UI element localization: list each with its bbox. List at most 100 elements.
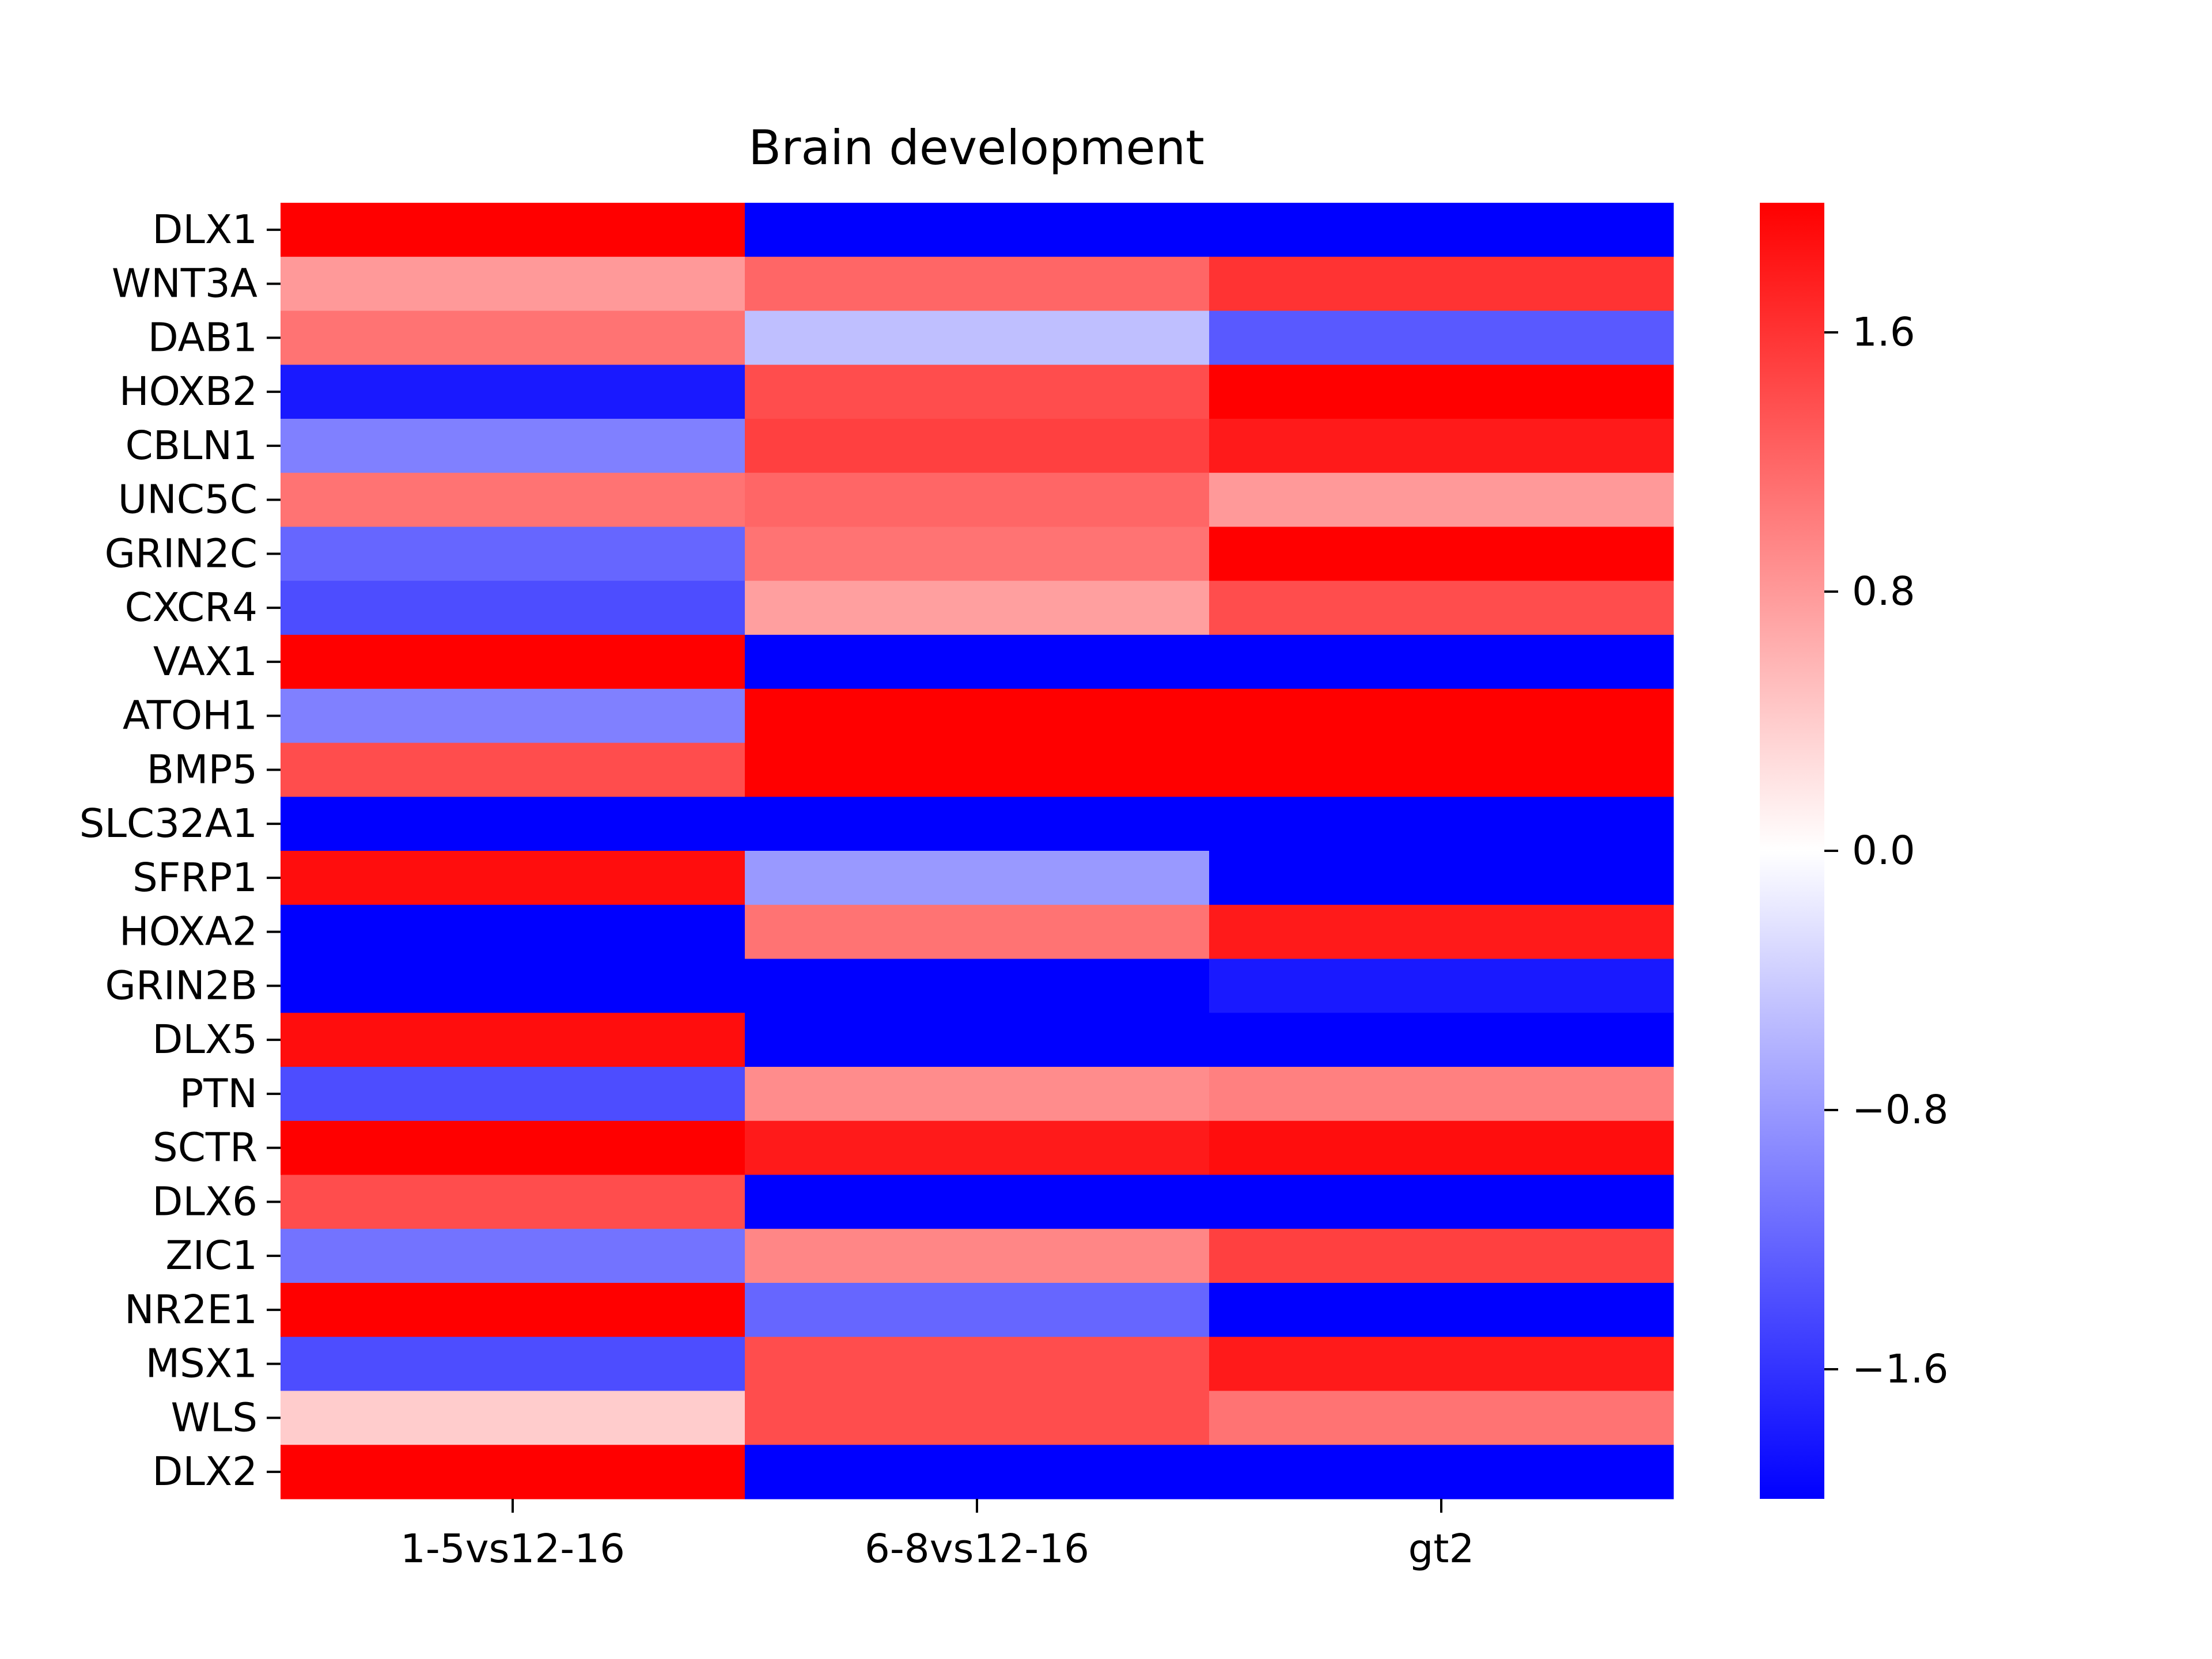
heatmap-cell-dab1-1	[281, 310, 745, 365]
heatmap-cell-nr2e1-3	[1209, 1283, 1674, 1338]
heatmap-cell-grin2c-2	[745, 527, 1210, 581]
chart-title: Brain development	[748, 120, 1205, 176]
colorbar-tick-label: 1.6	[1852, 309, 1915, 355]
heatmap-cell-wnt3a-2	[745, 256, 1210, 312]
heatmap-cell-cbln1-2	[745, 419, 1210, 474]
heatmap-cell-unc5c-2	[745, 472, 1210, 528]
row-label-hoxa2: HOXA2	[119, 909, 257, 955]
heatmap-cell-dlx2-1	[281, 1445, 745, 1499]
heatmap-cell-dlx5-3	[1209, 1013, 1674, 1067]
heatmap-cell-dlx5-2	[745, 1013, 1210, 1067]
row-label-ptn: PTN	[180, 1071, 257, 1117]
heatmap-cell-dlx1-1	[281, 203, 745, 257]
row-label-cbln1: CBLN1	[126, 423, 257, 469]
heatmap-cell-nr2e1-1	[281, 1283, 745, 1338]
heatmap-cell-dlx6-3	[1209, 1175, 1674, 1229]
row-label-hoxb2: HOXB2	[119, 369, 257, 415]
heatmap-cell-unc5c-3	[1209, 472, 1674, 528]
heatmap-cell-bmp5-3	[1209, 743, 1674, 797]
heatmap-cell-msx1-2	[745, 1336, 1210, 1392]
heatmap-cell-wnt3a-3	[1209, 256, 1674, 312]
row-label-msx1: MSX1	[145, 1341, 257, 1387]
heatmap-cell-ptn-3	[1209, 1067, 1674, 1122]
row-label-grin2b: GRIN2B	[105, 963, 257, 1009]
heatmap-cell-cxcr4-1	[281, 581, 745, 635]
heatmap-cell-ptn-2	[745, 1067, 1210, 1122]
heatmap-cell-vax1-2	[745, 635, 1210, 690]
heatmap-cell-dab1-2	[745, 310, 1210, 365]
row-label-grin2c: GRIN2C	[105, 531, 257, 577]
heatmap-cell-dlx1-2	[745, 203, 1210, 257]
heatmap-cell-msx1-3	[1209, 1336, 1674, 1392]
heatmap-cell-zic1-2	[745, 1229, 1210, 1283]
heatmap-cell-grin2b-2	[745, 959, 1210, 1013]
colorbar-tick-label: −0.8	[1852, 1087, 1949, 1133]
heatmap-cell-hoxa2-1	[281, 904, 745, 960]
heatmap-cell-cbln1-3	[1209, 419, 1674, 474]
row-labels: DLX1 WNT3A DAB1 HOXB2 CBLN1 UNC5C GRIN2C CXCR4 V…	[79, 207, 281, 1495]
heatmap-cell-slc32a1-1	[281, 797, 745, 851]
heatmap-cell-sfrp1-1	[281, 851, 745, 906]
colorbar: 1.6 0.8 0.0 −0.8 −1.6	[1760, 203, 1949, 1499]
heatmap-cell-ptn-1	[281, 1067, 745, 1122]
colorbar-tick-label: −1.6	[1852, 1346, 1949, 1392]
heatmap-cell-wnt3a-1	[281, 256, 745, 312]
row-label-wls: WLS	[171, 1395, 257, 1441]
heatmap-cell-dlx2-2	[745, 1445, 1210, 1499]
heatmap-cell-sfrp1-2	[745, 851, 1210, 906]
colorbar-gradient-bar	[1760, 203, 1824, 1499]
heatmap-cell-hoxb2-2	[745, 365, 1210, 419]
heatmap-cell-sfrp1-3	[1209, 851, 1674, 906]
heatmap-cell-bmp5-2	[745, 743, 1210, 797]
heatmap-cell-sctr-3	[1209, 1120, 1674, 1176]
heatmap-cell-sctr-1	[281, 1120, 745, 1176]
row-label-zic1: ZIC1	[165, 1233, 257, 1279]
heatmap-cell-dlx5-1	[281, 1013, 745, 1067]
row-label-sctr: SCTR	[153, 1125, 257, 1171]
heatmap-cell-slc32a1-2	[745, 797, 1210, 851]
colorbar-tick-label: 0.0	[1852, 828, 1915, 874]
heatmap-cell-vax1-3	[1209, 635, 1674, 690]
heatmap-cell-grin2c-3	[1209, 527, 1674, 581]
heatmap-cell-cbln1-1	[281, 419, 745, 474]
heatmap-cell-bmp5-1	[281, 743, 745, 797]
heatmap-cell-dlx6-2	[745, 1175, 1210, 1229]
heatmap-cell-atoh1-1	[281, 688, 745, 744]
heatmap-cell-atoh1-3	[1209, 688, 1674, 744]
heatmap-cell-msx1-1	[281, 1336, 745, 1392]
heatmap-cell-grin2b-3	[1209, 959, 1674, 1013]
heatmap-cell-grin2c-1	[281, 527, 745, 581]
row-label-dlx2: DLX2	[152, 1449, 257, 1495]
row-label-dab1: DAB1	[148, 315, 257, 361]
row-label-nr2e1: NR2E1	[124, 1287, 257, 1333]
heatmap-cell-wls-1	[281, 1391, 745, 1445]
heatmap-cell-nr2e1-2	[745, 1283, 1210, 1338]
heatmap-cell-dlx2-3	[1209, 1445, 1674, 1499]
row-label-wnt3a: WNT3A	[112, 261, 257, 307]
colorbar-ticks: 1.6 0.8 0.0 −0.8 −1.6	[1824, 309, 1949, 1392]
heatmap-cell-cxcr4-3	[1209, 581, 1674, 635]
heatmap-cell-atoh1-2	[745, 688, 1210, 744]
colorbar-tick-label: 0.8	[1852, 569, 1915, 615]
row-label-slc32a1: SLC32A1	[79, 801, 257, 847]
heatmap-cell-dab1-3	[1209, 310, 1674, 365]
heatmap-cell-hoxa2-3	[1209, 904, 1674, 960]
column-label-2: 6-8vs12-16	[865, 1526, 1089, 1572]
heatmap-cell-dlx1-3	[1209, 203, 1674, 257]
heatmap-cells	[281, 203, 1674, 1499]
heatmap-cell-hoxb2-1	[281, 365, 745, 419]
heatmap-cell-wls-3	[1209, 1391, 1674, 1445]
heatmap-cell-vax1-1	[281, 635, 745, 690]
row-label-unc5c: UNC5C	[118, 477, 257, 523]
column-labels: 1-5vs12-16 6-8vs12-16 gt2	[400, 1499, 1474, 1572]
column-label-3: gt2	[1408, 1526, 1475, 1572]
heatmap-cell-zic1-1	[281, 1229, 745, 1283]
column-label-1: 1-5vs12-16	[400, 1526, 625, 1572]
row-label-cxcr4: CXCR4	[125, 585, 257, 631]
heatmap-cell-dlx6-1	[281, 1175, 745, 1229]
row-label-bmp5: BMP5	[147, 747, 257, 793]
heatmap-cell-hoxa2-2	[745, 904, 1210, 960]
row-label-dlx1: DLX1	[152, 207, 257, 253]
row-label-sfrp1: SFRP1	[132, 855, 257, 901]
